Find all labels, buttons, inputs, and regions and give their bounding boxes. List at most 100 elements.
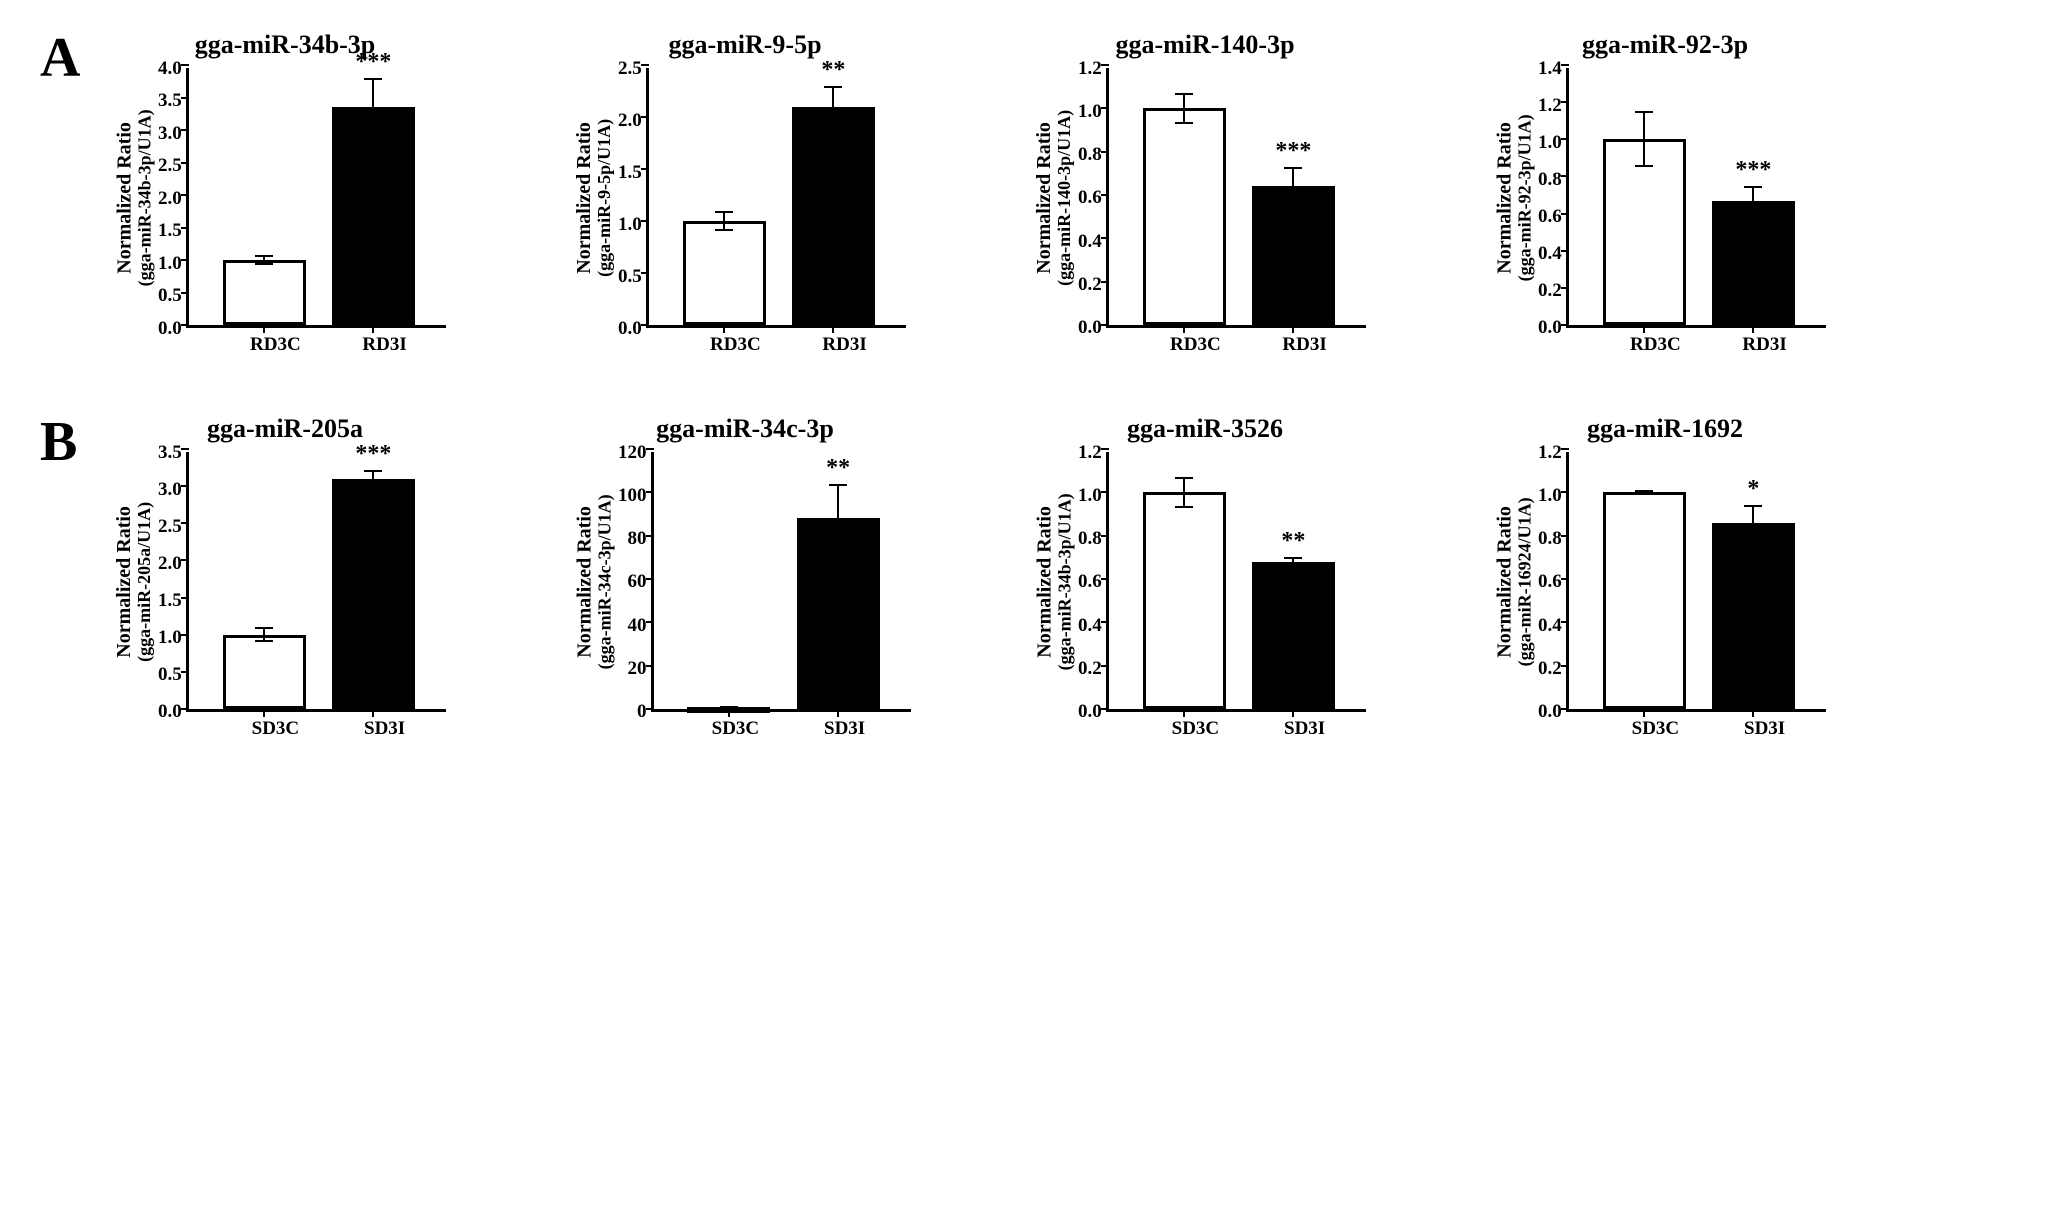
- ytick-mark: [1101, 448, 1109, 450]
- chart-title: gga-miR-9-5p: [668, 30, 821, 60]
- chart: gga-miR-205aNormalized Ratio(gga-miR-205…: [110, 414, 460, 738]
- error-cap: [720, 706, 738, 708]
- xticks-container: SD3CSD3I: [660, 712, 920, 738]
- panel-label: B: [40, 414, 110, 470]
- bar: [1143, 108, 1226, 325]
- plot-area: *: [1566, 452, 1826, 712]
- error-cap: [1744, 505, 1762, 507]
- error-cap: [824, 86, 842, 88]
- error-cap: [829, 484, 847, 486]
- plot-wrap: 3.53.02.52.01.51.00.50.0***SD3CSD3I: [158, 452, 460, 738]
- xtick-label: SD3C: [1172, 718, 1220, 740]
- xtick-label: RD3C: [1630, 334, 1681, 356]
- spacer: [1078, 328, 1120, 354]
- ytick-mark: [1561, 708, 1569, 710]
- ytick-mark: [181, 708, 189, 710]
- ytick-mark: [1101, 194, 1109, 196]
- error-cap: [1284, 564, 1302, 566]
- xticks-row: SD3CSD3I: [1538, 712, 1840, 738]
- ytick-mark: [181, 671, 189, 673]
- error-bar: [1643, 490, 1645, 494]
- error-bar: [1752, 505, 1754, 540]
- xticks-container: RD3CRD3I: [1120, 328, 1380, 354]
- bar: [1143, 492, 1226, 709]
- ytick-mark: [1101, 665, 1109, 667]
- panel-label: A: [40, 30, 110, 86]
- ytick-mark: [1101, 64, 1109, 66]
- ytick-mark: [1101, 324, 1109, 326]
- significance-marker: **: [1281, 529, 1305, 553]
- ytick-mark: [1101, 708, 1109, 710]
- ytick-mark: [1561, 621, 1569, 623]
- bar-box: [683, 221, 766, 325]
- bar-box: [1143, 108, 1226, 325]
- bar-box: [1712, 523, 1795, 709]
- error-cap: [1744, 538, 1762, 540]
- plot-wrap: 1.41.21.00.80.60.40.20.0***RD3CRD3I: [1538, 68, 1840, 354]
- bar: [1603, 139, 1686, 325]
- ylabel-sub: (gga-miR-34b-3p/U1A): [135, 109, 155, 286]
- ytick-mark: [1101, 151, 1109, 153]
- ylabel-block: Normalized Ratio(gga-miR-16924/U1A): [1490, 452, 1538, 712]
- error-cap: [715, 229, 733, 231]
- ytick-mark: [1561, 535, 1569, 537]
- error-bar: [372, 78, 374, 137]
- ylabel-block: Normalized Ratio(gga-miR-140-3p/U1A): [1030, 68, 1078, 328]
- error-bar: [1643, 111, 1645, 167]
- ylabel-sub: (gga-miR-34b-3p/U1A): [1055, 493, 1075, 670]
- ytick-mark: [181, 292, 189, 294]
- chart-title: gga-miR-34c-3p: [656, 414, 834, 444]
- ytick-mark: [641, 272, 649, 274]
- ytick-mark: [181, 559, 189, 561]
- plot-area: **: [646, 68, 906, 328]
- xticks-container: RD3CRD3I: [1580, 328, 1840, 354]
- ylabel-block: Normalized Ratio(gga-miR-9-5p/U1A): [570, 68, 618, 328]
- xticks-row: SD3CSD3I: [618, 712, 920, 738]
- plot-area: **: [1106, 452, 1366, 712]
- yticks: 1.41.21.00.80.60.40.20.0: [1538, 68, 1566, 328]
- error-cap: [1635, 493, 1653, 495]
- chart-body: Normalized Ratio(gga-miR-140-3p/U1A)1.21…: [1030, 68, 1380, 354]
- ylabel-top: Normalized Ratio: [1493, 122, 1515, 274]
- ytick-mark: [1101, 107, 1109, 109]
- chart: gga-miR-34b-3pNormalized Ratio(gga-miR-3…: [110, 30, 460, 354]
- error-bar: [1183, 93, 1185, 123]
- ytick-mark: [1561, 175, 1569, 177]
- error-cap: [1635, 111, 1653, 113]
- chart: gga-miR-140-3pNormalized Ratio(gga-miR-1…: [1030, 30, 1380, 354]
- ytick-mark: [1101, 535, 1109, 537]
- ytick-mark: [1101, 281, 1109, 283]
- xtick-label: RD3I: [1282, 334, 1326, 356]
- xtick-label: SD3I: [1284, 718, 1325, 740]
- ytick-mark: [181, 129, 189, 131]
- error-bar: [1292, 557, 1294, 566]
- spacer: [1538, 712, 1580, 738]
- bar-box: [1252, 186, 1335, 325]
- bar: [792, 107, 875, 325]
- ylabel-top: Normalized Ratio: [1033, 122, 1055, 274]
- plot-and-ticks: 1.21.00.80.60.40.20.0**: [1078, 452, 1380, 712]
- ytick-mark: [181, 97, 189, 99]
- ytick-mark: [1561, 491, 1569, 493]
- plot-wrap: 1.21.00.80.60.40.20.0** SD3C SD3I: [1078, 452, 1380, 738]
- yticks: 2.52.01.51.00.50.0: [618, 68, 646, 328]
- significance-marker: ***: [355, 50, 391, 74]
- significance-marker: **: [821, 58, 845, 82]
- ytick-mark: [646, 578, 654, 580]
- yticks: 4.03.53.02.52.01.51.00.50.0: [158, 68, 186, 328]
- ytick-mark: [1561, 64, 1569, 66]
- ytick-mark: [646, 708, 654, 710]
- xticks-row: RD3CRD3I: [618, 328, 920, 354]
- chart: gga-miR-34c-3pNormalized Ratio(gga-miR-3…: [570, 414, 920, 738]
- plot-and-ticks: 4.03.53.02.52.01.51.00.50.0***: [158, 68, 460, 328]
- bar: [223, 260, 306, 325]
- error-cap: [829, 551, 847, 553]
- ytick-mark: [1561, 287, 1569, 289]
- panel-row: Agga-miR-34b-3pNormalized Ratio(gga-miR-…: [40, 30, 2030, 354]
- ylabel-top: Normalized Ratio: [573, 506, 595, 658]
- ylabel-top: Normalized Ratio: [113, 122, 135, 274]
- plot-area: **: [651, 452, 911, 712]
- bar-box: [792, 107, 875, 325]
- error-cap: [1284, 557, 1302, 559]
- ylabel: Normalized Ratio(gga-miR-140-3p/U1A): [1033, 110, 1075, 286]
